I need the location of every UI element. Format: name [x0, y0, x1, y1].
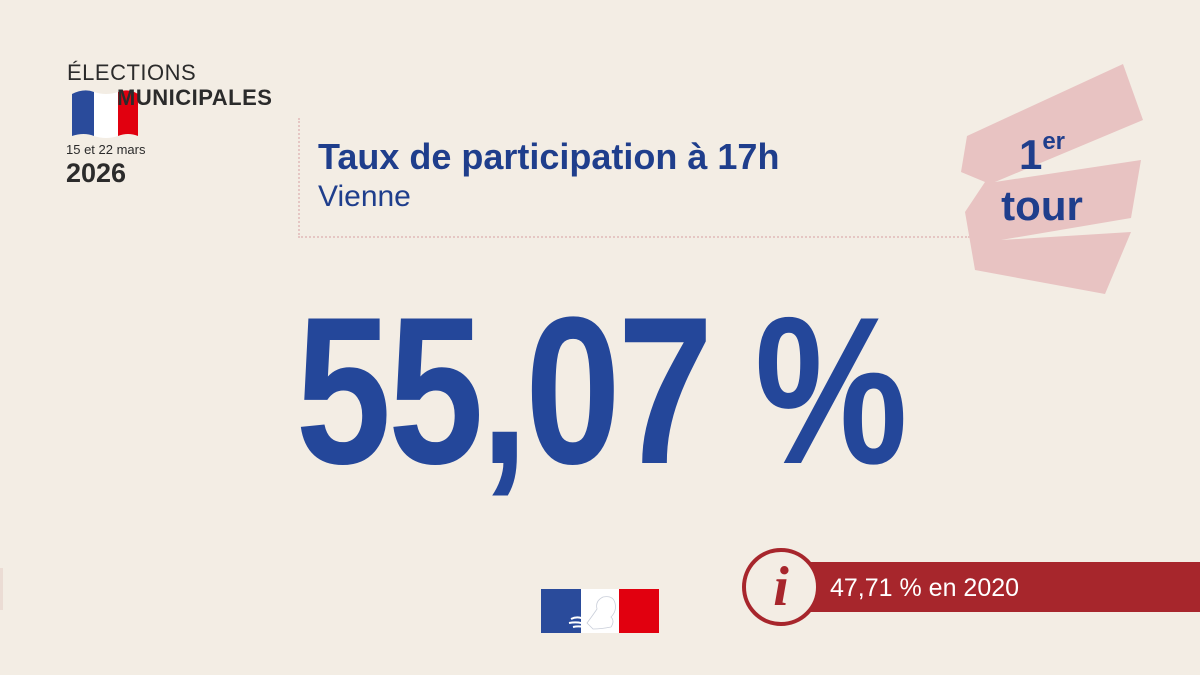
logo-year: 2026 — [66, 158, 127, 188]
elections-logo: ÉLECTIONS MUNICIPALES 15 et 22 mars 2026 — [62, 58, 292, 198]
previous-rate-banner: 47,71 % en 2020 — [790, 562, 1200, 612]
republique-francaise-marianne-logo — [541, 589, 659, 633]
logo-dates: 15 et 22 mars — [66, 142, 146, 157]
logo-line1: ÉLECTIONS — [67, 60, 197, 85]
page-title: Taux de participation à 17h — [318, 136, 780, 177]
edge-decoration — [0, 568, 3, 610]
brush-stroke-shape — [961, 64, 1143, 294]
round-word: tour — [1001, 182, 1083, 229]
logo-line2: MUNICIPALES — [117, 85, 273, 110]
previous-rate-text: 47,71 % en 2020 — [830, 574, 1020, 602]
round-badge: 1er tour — [955, 62, 1145, 294]
round-number-suffix: er — [1042, 128, 1066, 155]
header: Taux de participation à 17h Vienne — [298, 118, 970, 238]
round-number: 1er — [955, 128, 1129, 179]
participation-rate: 55,07 % — [295, 273, 908, 508]
info-icon: i — [742, 548, 820, 626]
round-number-value: 1 — [1018, 131, 1043, 178]
french-flag-icon — [72, 90, 138, 138]
region-subtitle: Vienne — [318, 180, 411, 213]
